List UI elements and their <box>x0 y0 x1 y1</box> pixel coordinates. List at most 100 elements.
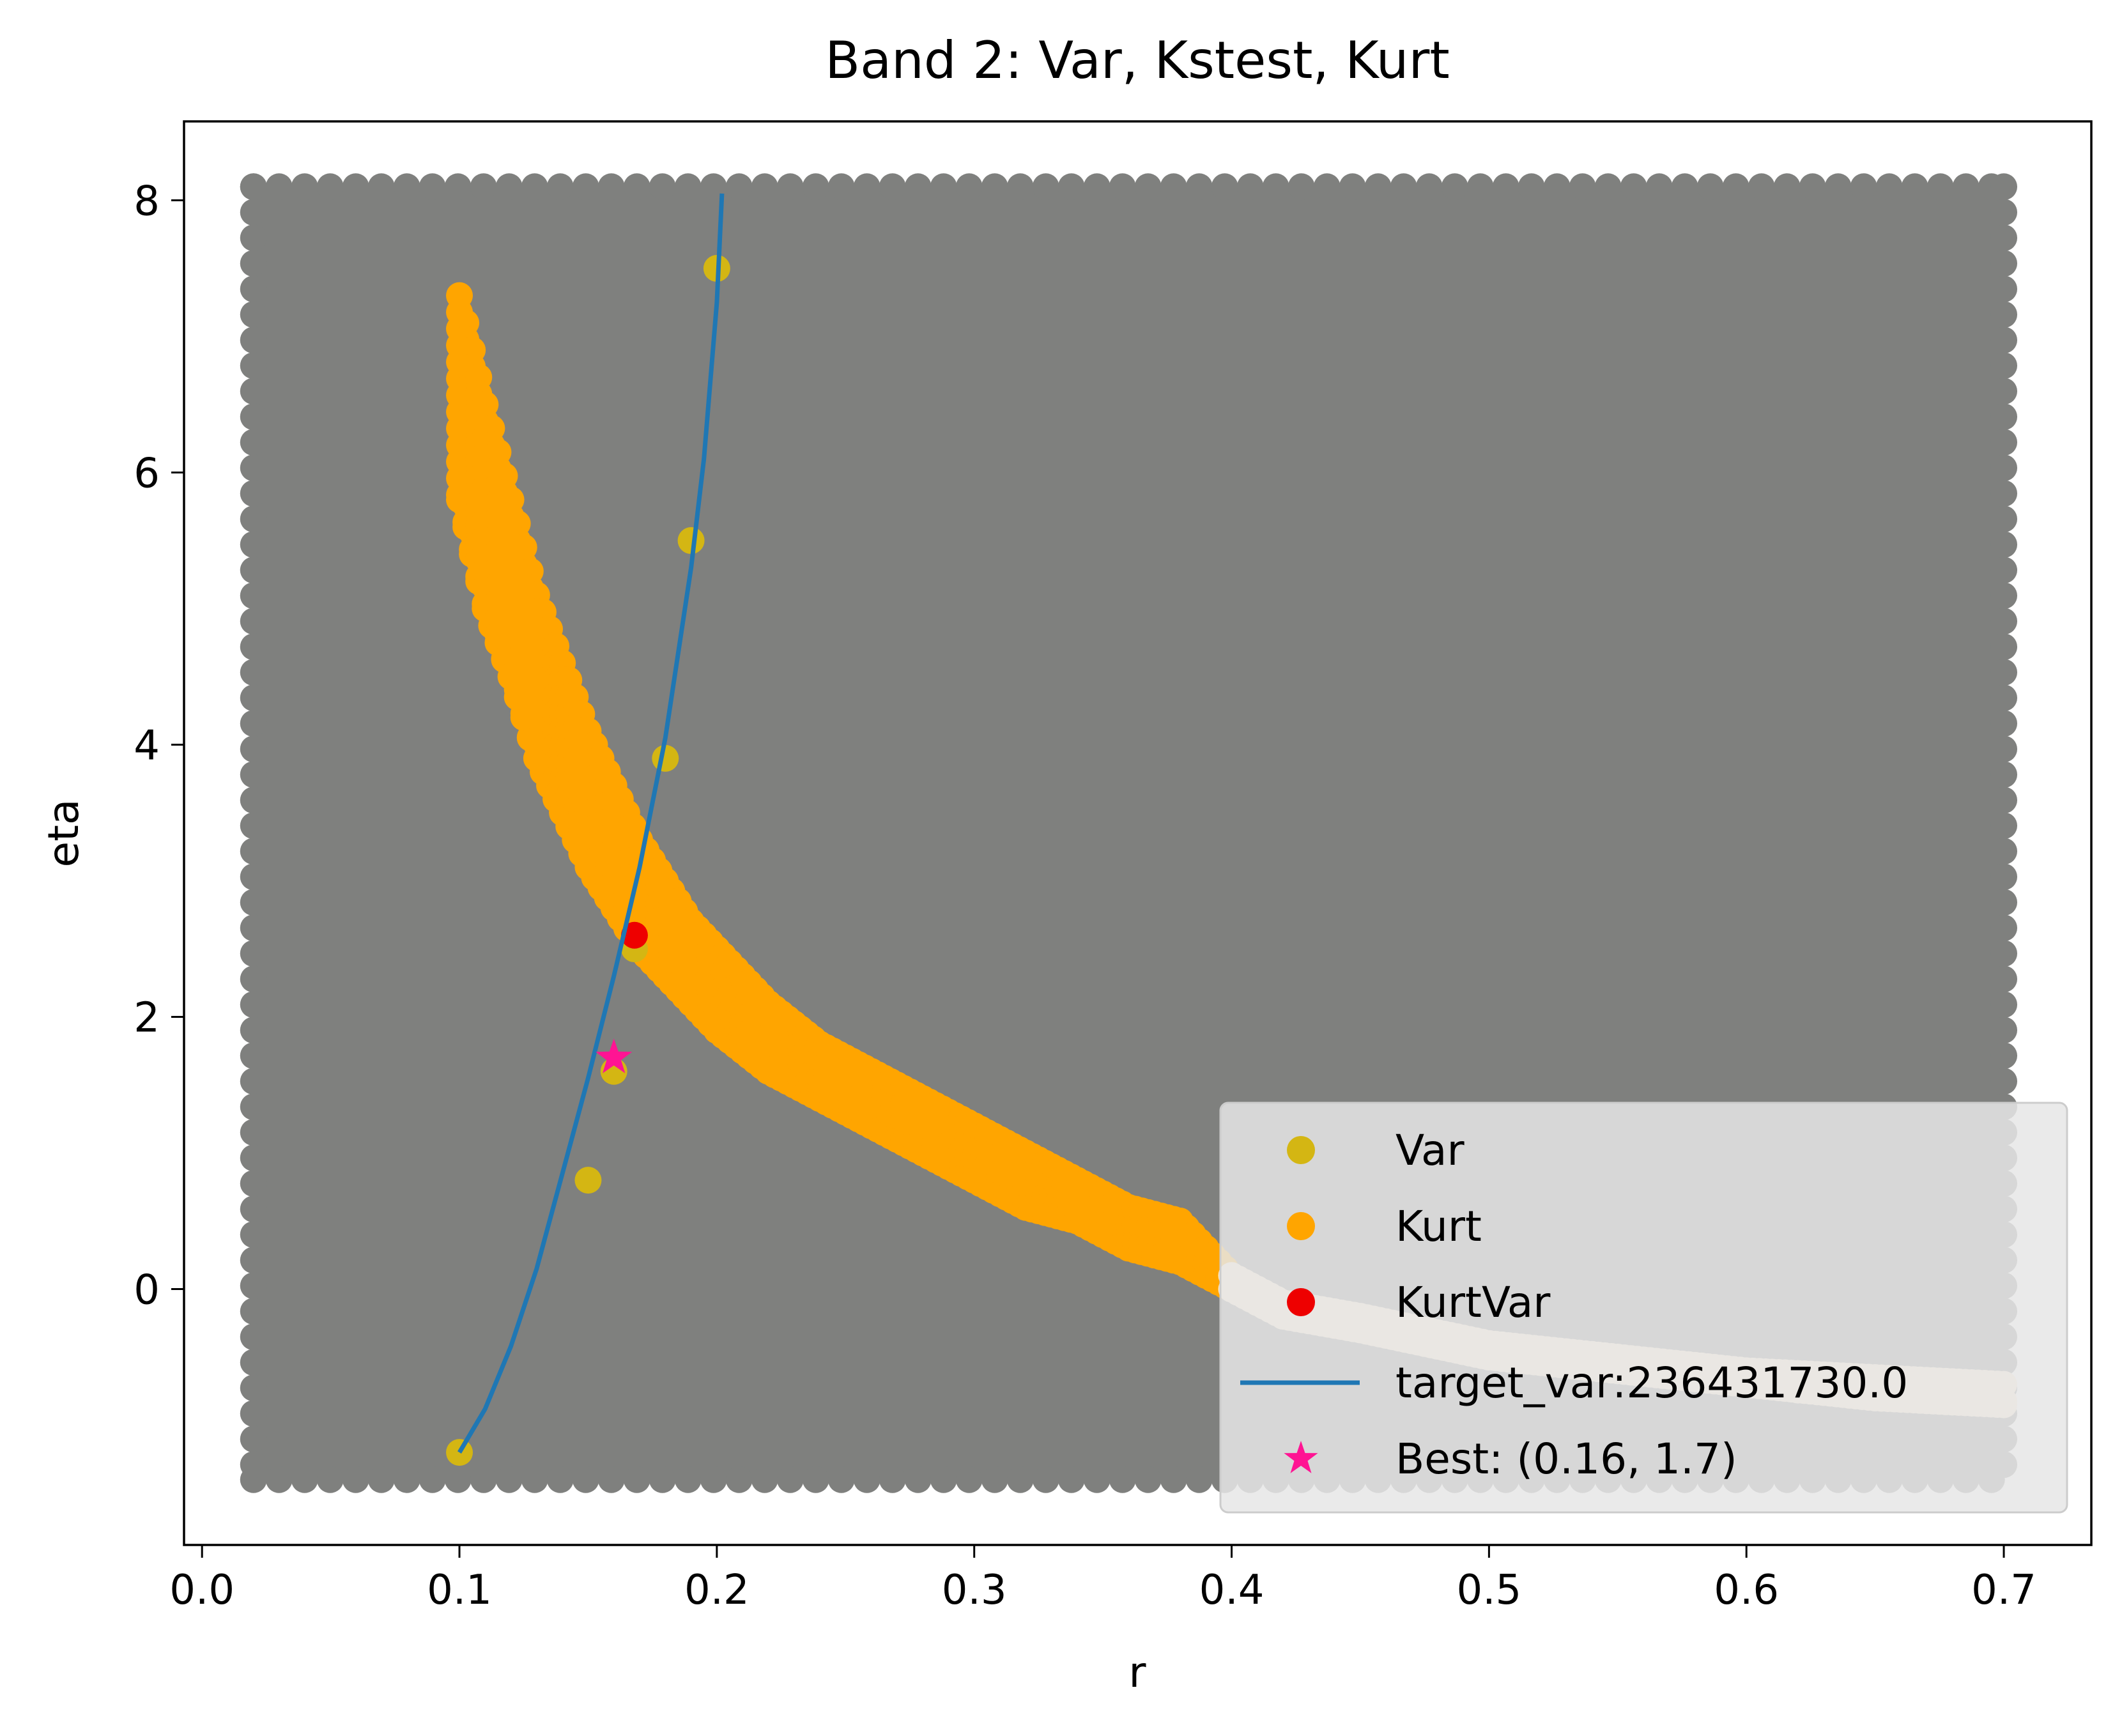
grid-point <box>649 173 676 201</box>
grid-point <box>419 173 446 201</box>
var-point <box>574 1167 602 1194</box>
grid-point <box>240 787 267 814</box>
y-axis-label: eta <box>39 799 88 868</box>
grid-point <box>879 173 906 201</box>
grid-point <box>240 250 267 277</box>
legend-marker-var <box>1287 1136 1315 1164</box>
grid-point <box>240 1042 267 1070</box>
grid-point <box>240 965 267 993</box>
grid-point <box>1134 1466 1162 1493</box>
grid-point <box>240 991 267 1018</box>
grid-point <box>240 1093 267 1121</box>
grid-point <box>316 173 344 201</box>
grid-point <box>1990 940 2018 967</box>
grid-point <box>240 1017 267 1044</box>
x-tick-label: 0.7 <box>1971 1567 2036 1614</box>
grid-point <box>1990 301 2018 328</box>
grid-point <box>240 889 267 916</box>
grid-point <box>1990 275 2018 303</box>
grid-point <box>700 173 727 201</box>
grid-point <box>981 1466 1008 1493</box>
grid-point <box>240 1374 267 1402</box>
grid-point <box>623 173 650 201</box>
grid-point <box>1415 173 1443 201</box>
x-axis-ticks: 0.0 0.1 0.2 0.3 0.4 0.5 0.6 0.7 <box>169 1545 2036 1614</box>
grid-point <box>342 1466 369 1493</box>
grid-point <box>1990 659 2018 686</box>
grid-point <box>802 173 829 201</box>
grid-point <box>1288 173 1315 201</box>
grid-point <box>367 1466 395 1493</box>
grid-point <box>853 173 880 201</box>
grid-point <box>1990 403 2018 431</box>
grid-point <box>1364 173 1392 201</box>
grid-point <box>240 173 267 201</box>
grid-point <box>597 173 625 201</box>
grid-point <box>1466 173 1494 201</box>
grid-point <box>879 1466 906 1493</box>
grid-point <box>751 1466 778 1493</box>
grid-point <box>1952 173 1980 201</box>
grid-point <box>240 1247 267 1274</box>
grid-point <box>291 173 318 201</box>
grid-point <box>240 1195 267 1223</box>
grid-point <box>1339 173 1366 201</box>
grid-point <box>240 224 267 252</box>
grid-point <box>1901 173 1928 201</box>
grid-point <box>955 1466 983 1493</box>
grid-point <box>1990 863 2018 891</box>
grid-point <box>240 761 267 788</box>
grid-point <box>649 1466 676 1493</box>
grid-point <box>1990 914 2018 942</box>
grid-point <box>495 173 523 201</box>
grid-point <box>240 710 267 737</box>
grid-point <box>725 1466 753 1493</box>
legend-marker-best <box>1284 1441 1318 1473</box>
grid-point <box>265 173 293 201</box>
grid-point <box>1990 608 2018 635</box>
grid-point <box>1990 633 2018 661</box>
grid-point <box>546 173 574 201</box>
grid-point <box>751 173 778 201</box>
grid-point <box>1990 1068 2018 1095</box>
grid-point <box>1990 173 2018 201</box>
grid-point <box>240 1425 267 1453</box>
grid-point <box>1990 224 2018 252</box>
grid-point <box>1006 1466 1034 1493</box>
grid-point <box>240 301 267 328</box>
grid-point <box>572 1466 599 1493</box>
grid-point <box>240 735 267 763</box>
grid-point <box>1441 173 1468 201</box>
grid-point <box>802 1466 829 1493</box>
grid-point <box>240 1170 267 1197</box>
grid-point <box>240 557 267 584</box>
grid-point <box>1160 1466 1187 1493</box>
grid-point <box>495 1466 523 1493</box>
grid-point <box>1620 173 1647 201</box>
grid-point <box>521 173 548 201</box>
grid-point <box>240 1119 267 1146</box>
x-tick-label: 0.1 <box>427 1567 492 1614</box>
grid-point <box>240 480 267 507</box>
kurtvar-points <box>620 921 648 949</box>
grid-point <box>1109 173 1136 201</box>
grid-point <box>521 1466 548 1493</box>
y-axis-ticks: 0 2 4 6 8 <box>134 178 184 1314</box>
grid-point <box>1160 173 1187 201</box>
grid-point <box>1990 326 2018 354</box>
grid-point <box>240 352 267 380</box>
grid-point <box>470 173 497 201</box>
grid-point <box>904 173 932 201</box>
grid-point <box>1722 173 1749 201</box>
grid-point <box>1543 173 1571 201</box>
grid-point <box>240 403 267 431</box>
x-tick-label: 0.5 <box>1456 1567 1521 1614</box>
grid-point <box>1313 173 1341 201</box>
grid-point <box>1990 684 2018 712</box>
chart-title: Band 2: Var, Kstest, Kurt <box>825 31 1449 90</box>
grid-point <box>1799 173 1826 201</box>
grid-point <box>1492 173 1519 201</box>
grid-point <box>1990 761 2018 788</box>
grid-point <box>1990 531 2018 558</box>
grid-point <box>1032 1466 1059 1493</box>
